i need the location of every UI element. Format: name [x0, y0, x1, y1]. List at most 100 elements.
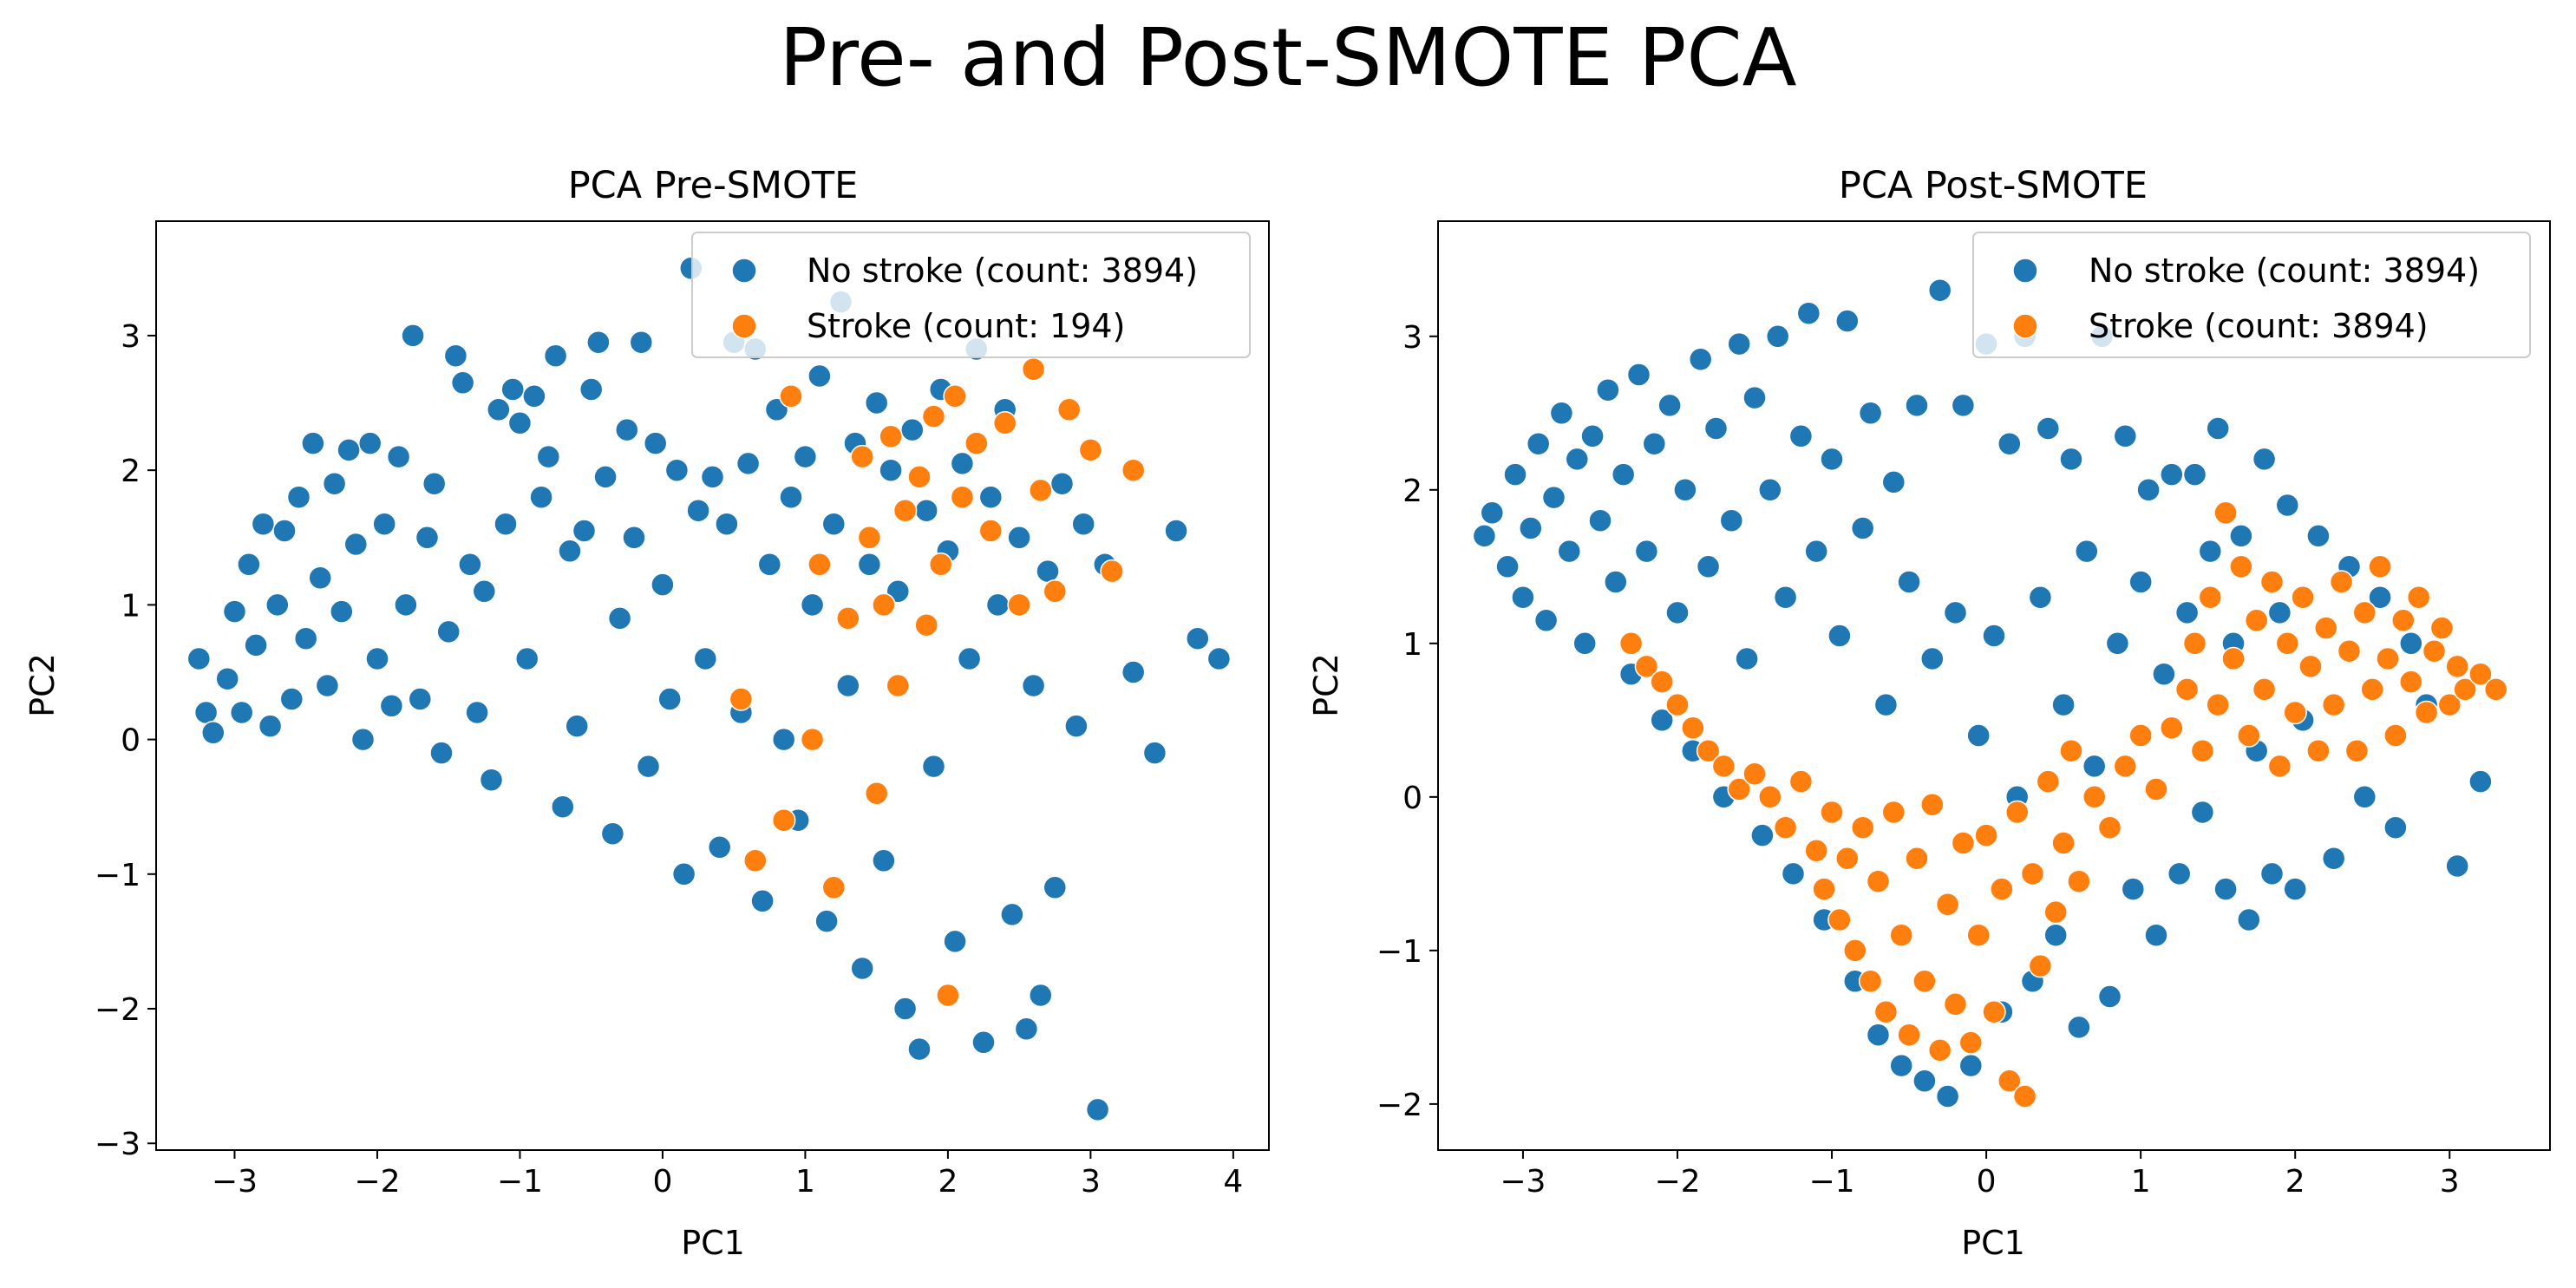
point-no-stroke — [737, 452, 760, 474]
point-no-stroke — [694, 648, 716, 670]
point-stroke — [944, 385, 966, 408]
point-stroke — [1906, 847, 1928, 870]
point-no-stroke — [330, 600, 353, 623]
point-stroke — [2044, 901, 2067, 924]
point-stroke — [2246, 609, 2268, 631]
point-no-stroke — [202, 722, 225, 744]
point-stroke — [2292, 586, 2314, 609]
point-stroke — [2268, 755, 2291, 777]
point-no-stroke — [879, 459, 902, 481]
point-no-stroke — [1566, 448, 1588, 470]
point-no-stroke — [2114, 425, 2136, 448]
point-stroke — [908, 466, 931, 488]
point-no-stroke — [601, 822, 624, 845]
point-no-stroke — [2129, 571, 2152, 593]
point-stroke — [1983, 1001, 2005, 1023]
point-no-stroke — [1512, 586, 1534, 609]
point-no-stroke — [1890, 1055, 1912, 1077]
point-no-stroke — [837, 675, 860, 697]
post-smote-legend: No stroke (count: 3894) Stroke (count: 3… — [1973, 232, 2530, 357]
point-stroke — [1882, 801, 1905, 824]
point-no-stroke — [1023, 675, 1045, 697]
point-stroke — [2384, 724, 2407, 747]
point-stroke — [937, 984, 959, 1007]
point-stroke — [866, 782, 888, 805]
point-stroke — [1874, 1001, 1897, 1023]
point-no-stroke — [466, 702, 488, 724]
point-no-stroke — [245, 634, 267, 657]
point-no-stroke — [630, 331, 652, 354]
point-no-stroke — [395, 593, 417, 616]
point-stroke — [1821, 801, 1843, 824]
point-stroke — [1651, 670, 1673, 693]
point-stroke — [2369, 555, 2391, 578]
point-stroke — [1030, 479, 1052, 501]
point-stroke — [894, 500, 917, 522]
point-no-stroke — [2029, 586, 2051, 609]
point-stroke — [2199, 586, 2221, 609]
point-no-stroke — [2076, 540, 2098, 563]
point-no-stroke — [908, 1038, 931, 1061]
legend-label-stroke: Stroke (count: 3894) — [2089, 307, 2429, 345]
point-stroke — [1789, 770, 1812, 793]
point-stroke — [729, 688, 752, 710]
point-stroke — [873, 593, 895, 616]
pre-smote-ticks: −3 −2 −1 0 1 2 3 4−3−2−10123 — [95, 319, 1243, 1200]
point-no-stroke — [2276, 494, 2298, 517]
point-no-stroke — [1945, 601, 1967, 624]
point-no-stroke — [2199, 540, 2221, 563]
point-no-stroke — [266, 593, 289, 616]
point-no-stroke — [1628, 363, 1651, 386]
point-stroke — [965, 432, 988, 454]
point-stroke — [858, 526, 880, 549]
point-stroke — [1775, 816, 1797, 839]
point-stroke — [1913, 970, 1936, 992]
point-stroke — [1860, 970, 1882, 992]
point-no-stroke — [359, 432, 382, 454]
point-no-stroke — [1030, 984, 1052, 1007]
point-no-stroke — [1658, 394, 1681, 416]
point-no-stroke — [637, 755, 660, 778]
point-stroke — [2361, 678, 2383, 701]
point-no-stroke — [1690, 348, 1712, 370]
point-no-stroke — [273, 520, 296, 542]
point-no-stroke — [609, 607, 631, 630]
point-no-stroke — [1828, 624, 1851, 647]
point-no-stroke — [530, 486, 552, 508]
point-no-stroke — [773, 729, 795, 751]
point-no-stroke — [751, 890, 774, 912]
point-no-stroke — [709, 836, 731, 859]
point-no-stroke — [302, 432, 324, 454]
point-no-stroke — [702, 466, 724, 488]
point-no-stroke — [1913, 1069, 1936, 1092]
pre-smote-legend: No stroke (count: 3894) Stroke (count: 1… — [692, 232, 1250, 357]
point-stroke — [1008, 593, 1030, 616]
point-stroke — [1844, 939, 1867, 962]
point-stroke — [1682, 716, 1704, 739]
panel-post-smote: PCA Post-SMOTE −3 −2 −1 0 1 2 3−2−10123 PC1 PC… — [1307, 164, 2550, 1262]
x-tick-label: −1 — [497, 1164, 543, 1200]
point-stroke — [1759, 786, 1782, 808]
point-stroke — [2345, 740, 2368, 762]
point-no-stroke — [1736, 648, 1758, 670]
point-stroke — [2392, 609, 2415, 631]
point-no-stroke — [1674, 479, 1697, 501]
point-stroke — [1666, 694, 1689, 716]
legend-label-no-stroke: No stroke (count: 3894) — [807, 252, 1198, 290]
point-no-stroke — [1008, 526, 1030, 549]
point-no-stroke — [2253, 448, 2276, 470]
point-no-stroke — [444, 344, 467, 367]
point-no-stroke — [2161, 463, 2183, 486]
point-stroke — [1058, 398, 1081, 421]
pre-smote-ylabel: PC2 — [23, 653, 62, 717]
point-stroke — [1867, 870, 1890, 892]
point-stroke — [2416, 702, 2438, 724]
point-no-stroke — [1550, 402, 1572, 424]
point-no-stroke — [566, 715, 588, 737]
x-tick-label: −2 — [354, 1164, 400, 1200]
legend-label-stroke: Stroke (count: 194) — [807, 307, 1125, 345]
point-no-stroke — [2268, 601, 2291, 624]
point-no-stroke — [2052, 694, 2075, 716]
point-no-stroke — [459, 553, 481, 576]
